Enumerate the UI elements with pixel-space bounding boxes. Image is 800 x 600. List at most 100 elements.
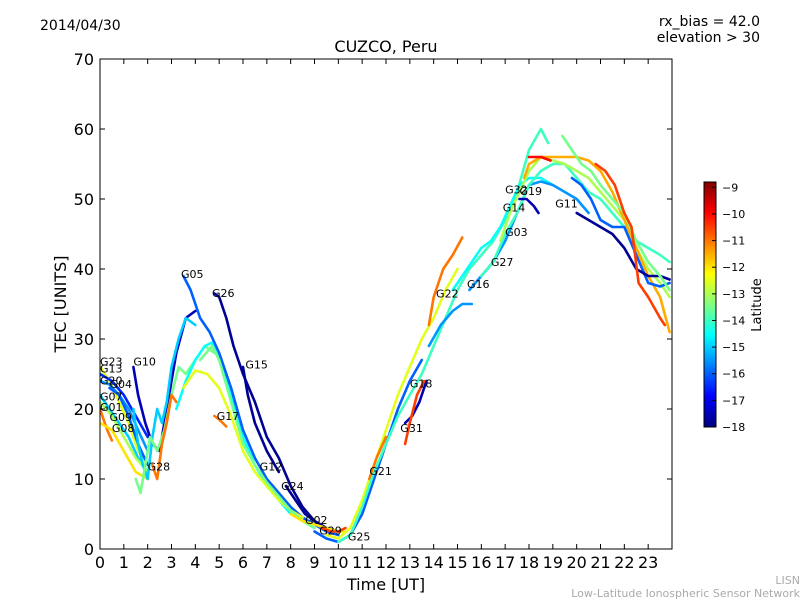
- series-g05: [182, 274, 340, 537]
- y-axis-label: TEC [UNITS]: [51, 256, 70, 354]
- satellite-label: G24: [281, 480, 304, 493]
- series-g25: [313, 358, 424, 544]
- series-g03: [480, 162, 671, 278]
- series-g30b: [518, 197, 540, 215]
- colorbar-tick-label: −13: [722, 288, 745, 301]
- y-tick-label: 40: [74, 260, 94, 279]
- satellite-label: G19: [519, 185, 542, 198]
- satellite-label: G15: [245, 358, 268, 371]
- satellite-label: G04: [110, 378, 133, 391]
- x-tick-label: 3: [166, 553, 176, 572]
- satellite-label: G01: [100, 401, 123, 414]
- satellite-label: G02: [305, 514, 328, 527]
- series-g11: [570, 176, 671, 288]
- x-tick-label: 15: [447, 553, 467, 572]
- satellite-label: G31: [400, 422, 423, 435]
- satellite-label: G32: [505, 183, 528, 196]
- x-tick-label: 9: [309, 553, 319, 572]
- series-g19: [527, 155, 552, 162]
- series-g21: [325, 267, 459, 540]
- colorbar-tick-label: −17: [722, 394, 745, 407]
- series-g20: [100, 379, 149, 453]
- series-g17b: [182, 369, 304, 519]
- y-tick-label: 10: [74, 470, 94, 489]
- x-tick-label: 22: [614, 553, 634, 572]
- credit-acronym: LISN: [775, 574, 800, 587]
- series-g15: [241, 365, 281, 474]
- x-tick-label: 16: [471, 553, 491, 572]
- satellite-label: G27: [491, 256, 514, 269]
- parameters-block: rx_bias = 42.0 elevation > 30: [657, 14, 760, 46]
- series-g28c: [151, 393, 178, 481]
- satellite-label: G12: [260, 461, 283, 474]
- x-tick-label: 19: [543, 553, 563, 572]
- satellite-label: G23: [100, 356, 123, 369]
- y-tick-label: 70: [74, 50, 94, 69]
- series-g21b: [368, 435, 388, 481]
- satellite-label: G26: [212, 287, 235, 300]
- x-tick-label: 5: [214, 553, 224, 572]
- x-tick-label: 6: [238, 553, 248, 572]
- series-g11b: [575, 211, 671, 281]
- series-g09: [100, 400, 149, 474]
- y-tick-label: 0: [84, 540, 94, 559]
- x-tick-label: 20: [566, 553, 586, 572]
- x-tick-label: 17: [495, 553, 515, 572]
- x-tick-label: 2: [143, 553, 153, 572]
- credit-block: LISN Low-Latitude Ionospheric Sensor Net…: [571, 574, 800, 600]
- x-tick-label: 10: [328, 553, 348, 572]
- series-g08: [100, 421, 149, 481]
- x-tick-label: 23: [638, 553, 658, 572]
- y-tick-label: 50: [74, 190, 94, 209]
- colorbar: −9 −10 −11 −12 −13 −14 −15 −16 −17 −18 Latitude: [703, 181, 765, 434]
- colorbar-ticks: −9 −10 −11 −12 −13 −14 −15 −16 −17 −18: [712, 181, 745, 434]
- colorbar-tick-label: −15: [722, 341, 745, 354]
- satellite-label: G16: [467, 278, 490, 291]
- y-tick-label: 60: [74, 120, 94, 139]
- x-tick-label: 7: [262, 553, 272, 572]
- satellite-label: G10: [133, 356, 156, 369]
- satellite-label: G14: [503, 202, 526, 215]
- credit-fullname: Low-Latitude Ionospheric Sensor Network: [571, 587, 800, 600]
- series-g22: [427, 236, 464, 327]
- colorbar-tick-label: −12: [722, 261, 745, 274]
- series-g13: [100, 372, 149, 439]
- satellite-label: G03: [505, 226, 528, 239]
- series-g01: [100, 407, 114, 442]
- x-axis-label: Time [UT]: [346, 575, 425, 594]
- x-tick-label: 21: [590, 553, 610, 572]
- y-tick-label: 20: [74, 400, 94, 419]
- series-g02b: [320, 526, 347, 533]
- satellite-label: G20: [100, 375, 123, 388]
- chart-title: CUZCO, Peru: [334, 37, 437, 56]
- satellite-label: G13: [100, 363, 123, 376]
- series-g20b: [561, 134, 671, 292]
- axis-layer: 0 1 2 3 4 5 6 7 8 9 10 11 12 13 14 15 16 17 18 19 20 21 22 2301…: [74, 50, 672, 572]
- colorbar-tick-label: −14: [722, 314, 745, 327]
- satellite-label: G07: [100, 391, 123, 404]
- rx-bias-label: rx_bias = 42.0: [658, 14, 760, 30]
- satellite-label: G09: [110, 411, 133, 424]
- x-tick-label: 0: [95, 553, 105, 572]
- x-tick-label: 18: [519, 553, 539, 572]
- satellite-label: G08: [112, 422, 135, 435]
- x-tick-label: 8: [286, 553, 296, 572]
- x-tick-label: 1: [119, 553, 129, 572]
- x-tick-label: 4: [190, 553, 200, 572]
- x-tick-label: 11: [352, 553, 372, 572]
- series-g30: [594, 162, 667, 327]
- y-tick-label: 30: [74, 330, 94, 349]
- satellite-label: G17: [217, 410, 240, 423]
- satellite-label: G29: [319, 524, 342, 537]
- colorbar-tick-label: −18: [722, 421, 745, 434]
- x-tick-label: 13: [400, 553, 420, 572]
- series-g18: [403, 379, 426, 446]
- date-label: 2014/04/30: [40, 18, 121, 34]
- series-layer: [100, 127, 671, 544]
- series-g12: [198, 344, 316, 530]
- colorbar-label: Latitude: [750, 278, 765, 332]
- x-tick-label: 14: [423, 553, 443, 572]
- satellite-label: G11: [555, 197, 578, 210]
